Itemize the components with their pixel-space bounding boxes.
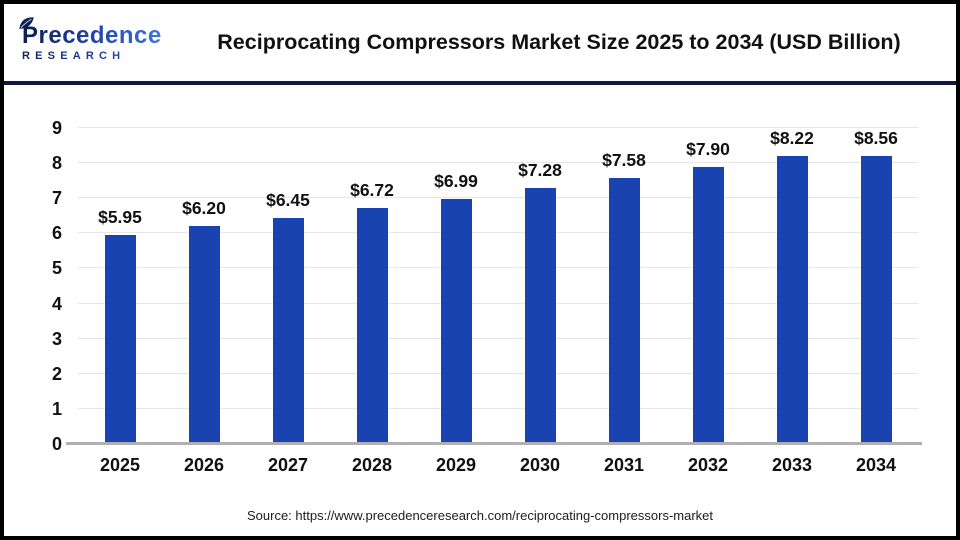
bar-value-label-2029: $6.99	[434, 170, 478, 191]
precedence-research-logo: Precedence RESEARCH	[19, 16, 176, 62]
source-text: Source: https://www.precedenceresearch.c…	[246, 508, 713, 523]
bar-2030	[524, 188, 556, 444]
bar-group-2027: $6.45	[246, 128, 330, 444]
bar-group-2033: $8.22	[750, 128, 834, 444]
bar-value-label-2028: $6.72	[350, 180, 394, 201]
y-tick-6: 6	[51, 223, 62, 244]
bar-chart-plot: 0 1 2 3 4 5 6 7 8 9 $5.95 $6.20 $6.45 $6.72 $6.99 $7.2…	[52, 118, 922, 475]
logo-wordmark: Precedence	[22, 21, 162, 49]
bar-value-label-2031: $7.58	[602, 149, 646, 170]
x-tick-2025: 2025	[99, 455, 141, 475]
bar-2034	[860, 156, 892, 444]
bar-value-label-2034: $8.56	[854, 128, 898, 148]
bar-2028	[356, 208, 388, 444]
x-tick-2028: 2028	[351, 455, 393, 475]
y-tick-0: 0	[51, 434, 62, 454]
bar-value-label-2027: $6.45	[266, 189, 310, 210]
x-tick-2027: 2027	[267, 455, 309, 475]
bar-2029	[440, 198, 472, 444]
bar-group-2030: $7.28	[498, 128, 582, 444]
bar-2026	[188, 226, 220, 444]
y-tick-4: 4	[51, 293, 62, 314]
bar-group-2026: $6.20	[162, 128, 246, 444]
x-tick-2029: 2029	[435, 455, 477, 475]
bar-group-2031: $7.58	[582, 128, 666, 444]
bar-group-2029: $6.99	[414, 128, 498, 444]
x-tick-2030: 2030	[519, 455, 561, 475]
y-tick-9: 9	[51, 118, 62, 138]
y-tick-2: 2	[51, 363, 62, 384]
bar-2032	[692, 166, 724, 444]
x-axis-line	[66, 442, 922, 445]
y-tick-1: 1	[51, 398, 62, 419]
x-tick-2031: 2031	[603, 455, 645, 475]
bar-group-2028: $6.72	[330, 128, 414, 444]
gridline-4	[78, 302, 918, 304]
bars-layer: $5.95 $6.20 $6.45 $6.72 $6.99 $7.28 $7.58 $7.90…	[78, 128, 918, 444]
bar-value-label-2030: $7.28	[518, 160, 562, 181]
y-tick-5: 5	[51, 258, 62, 279]
y-tick-7: 7	[51, 188, 62, 209]
gridline-7	[78, 197, 918, 199]
bar-2025	[104, 235, 136, 444]
x-tick-2032: 2032	[687, 455, 729, 475]
gridline-9	[78, 127, 918, 128]
bar-value-label-2026: $6.20	[182, 198, 226, 219]
x-tick-2026: 2026	[183, 455, 225, 475]
gridline-3	[78, 337, 918, 339]
bar-value-label-2032: $7.90	[686, 138, 730, 159]
gridline-8	[78, 162, 918, 164]
bar-group-2025: $5.95	[78, 128, 162, 444]
leaf-icon	[19, 16, 34, 29]
y-tick-8: 8	[51, 153, 62, 174]
header-divider	[4, 81, 956, 85]
gridline-1	[78, 407, 918, 409]
x-tick-2033: 2033	[771, 455, 813, 475]
y-tick-3: 3	[51, 328, 62, 349]
chart-title: Reciprocating Compressors Market Size 20…	[217, 30, 901, 54]
gridline-2	[78, 372, 918, 374]
header: Precedence RESEARCH Reciprocating Compre…	[4, 4, 956, 81]
gridline-5	[78, 267, 918, 269]
bar-group-2034: $8.56	[834, 128, 918, 444]
x-axis-labels: 2025 2026 2027 2028 2029 2030 2031 2032 2033 2034	[78, 455, 918, 476]
bar-value-label-2033: $8.22	[770, 128, 814, 148]
bar-2027	[272, 217, 304, 444]
bar-2031	[608, 177, 640, 444]
logo-subtitle: RESEARCH	[22, 50, 176, 62]
gridline-6	[78, 232, 918, 234]
chart-region: 0 1 2 3 4 5 6 7 8 9 $5.95 $6.20 $6.45 $6.72 $6.99 $7.2…	[4, 85, 956, 536]
x-tick-2034: 2034	[855, 455, 897, 475]
bar-value-label-2025: $5.95	[98, 207, 142, 228]
bar-group-2032: $7.90	[666, 128, 750, 444]
logo-wordmark-row: Precedence	[19, 16, 176, 49]
bar-2033	[776, 156, 808, 444]
